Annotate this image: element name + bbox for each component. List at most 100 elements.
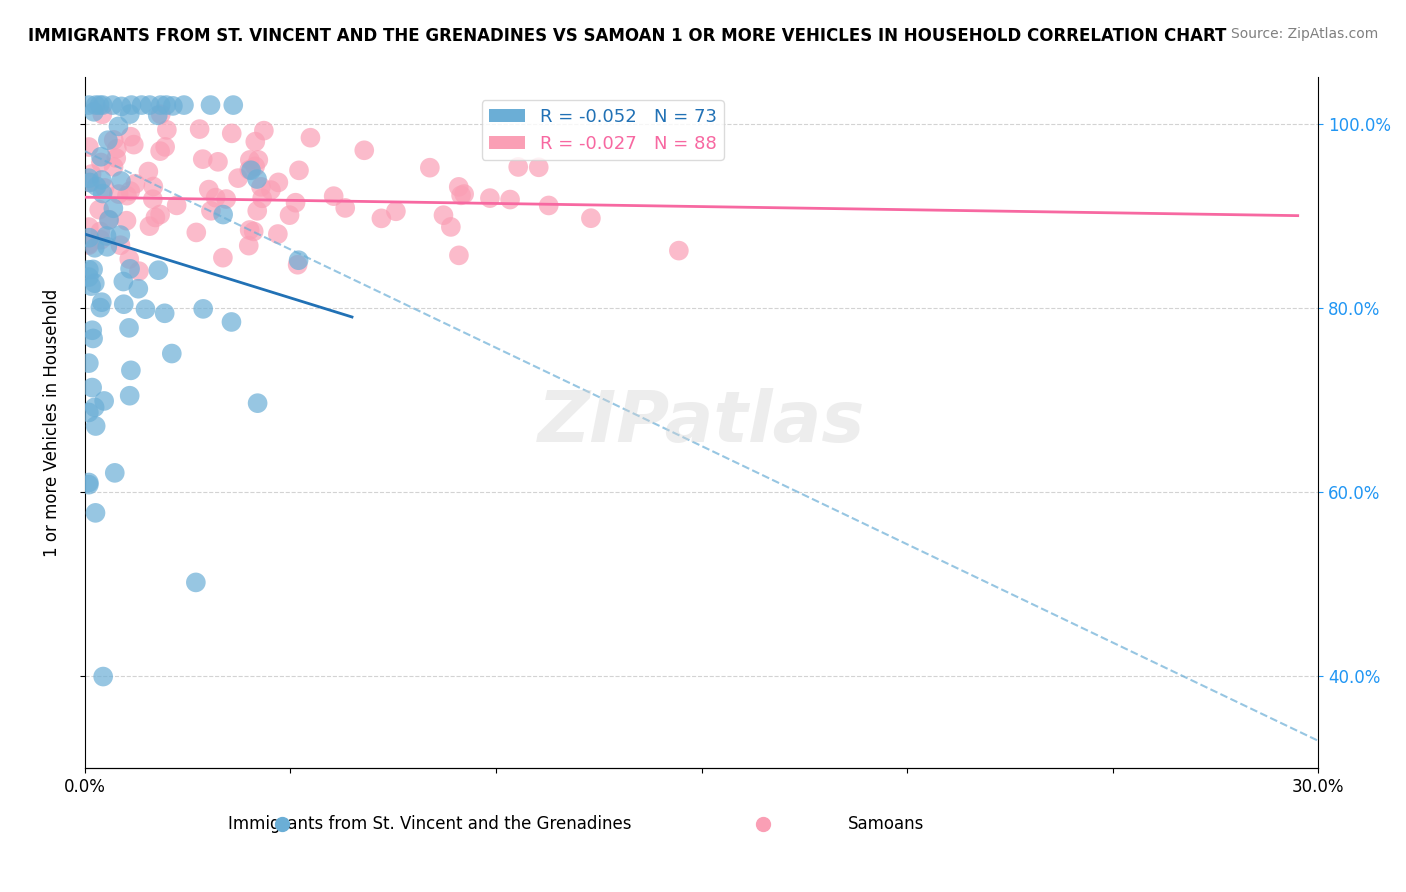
Point bbox=[77, 270, 100, 285]
Point bbox=[450, 188, 472, 202]
Point bbox=[508, 160, 530, 174]
Point bbox=[193, 301, 215, 316]
Point bbox=[90, 150, 112, 164]
Text: ZIPatlas: ZIPatlas bbox=[538, 388, 865, 458]
Point bbox=[153, 140, 176, 154]
Point bbox=[212, 208, 235, 222]
Point bbox=[107, 120, 129, 134]
Point bbox=[322, 189, 344, 203]
Point bbox=[77, 175, 100, 189]
Point bbox=[77, 220, 100, 235]
Point bbox=[120, 261, 142, 276]
Point bbox=[90, 173, 112, 187]
Point bbox=[90, 233, 112, 247]
Point bbox=[115, 188, 138, 202]
Point bbox=[83, 276, 105, 290]
Point bbox=[243, 159, 266, 173]
Point bbox=[149, 98, 172, 112]
Point bbox=[98, 212, 121, 227]
Point bbox=[149, 144, 172, 158]
Point bbox=[299, 130, 322, 145]
Point bbox=[80, 279, 103, 293]
Point bbox=[240, 163, 263, 178]
Point bbox=[204, 191, 226, 205]
Point bbox=[478, 191, 501, 205]
Point bbox=[284, 195, 307, 210]
Point bbox=[84, 506, 107, 520]
Point bbox=[668, 244, 690, 258]
Point bbox=[107, 187, 129, 202]
Point bbox=[110, 99, 132, 113]
Point bbox=[104, 466, 127, 480]
Y-axis label: 1 or more Vehicles in Household: 1 or more Vehicles in Household bbox=[44, 289, 60, 558]
Point bbox=[84, 98, 107, 112]
Point bbox=[278, 208, 301, 222]
Point bbox=[138, 98, 160, 112]
Text: Samoans: Samoans bbox=[848, 814, 925, 833]
Point bbox=[115, 213, 138, 227]
Legend: R = -0.052   N = 73, R = -0.027   N = 88: R = -0.052 N = 73, R = -0.027 N = 88 bbox=[482, 100, 724, 160]
Point bbox=[166, 198, 188, 212]
Point bbox=[191, 152, 214, 166]
Point bbox=[112, 275, 135, 289]
Text: Immigrants from St. Vincent and the Grenadines: Immigrants from St. Vincent and the Gren… bbox=[228, 814, 631, 833]
Point bbox=[447, 180, 470, 194]
Point bbox=[246, 172, 269, 186]
Point bbox=[162, 99, 184, 113]
Text: IMMIGRANTS FROM ST. VINCENT AND THE GRENADINES VS SAMOAN 1 OR MORE VEHICLES IN H: IMMIGRANTS FROM ST. VINCENT AND THE GREN… bbox=[28, 27, 1226, 45]
Point bbox=[499, 193, 522, 207]
Point bbox=[120, 184, 142, 198]
Point bbox=[537, 198, 560, 212]
Point bbox=[253, 123, 276, 137]
Point bbox=[118, 107, 141, 121]
Point bbox=[124, 177, 146, 191]
Point bbox=[160, 346, 183, 360]
Point bbox=[118, 389, 141, 403]
Point bbox=[118, 252, 141, 266]
Point bbox=[226, 171, 249, 186]
Point bbox=[96, 229, 118, 244]
Point bbox=[287, 253, 309, 268]
Point bbox=[79, 176, 101, 190]
Point bbox=[149, 207, 172, 221]
Point bbox=[250, 191, 273, 205]
Point bbox=[239, 223, 262, 237]
Point bbox=[138, 219, 160, 234]
Point bbox=[131, 98, 153, 112]
Point bbox=[579, 211, 602, 226]
Point bbox=[122, 137, 145, 152]
Point bbox=[105, 142, 128, 156]
Point bbox=[156, 123, 179, 137]
Point bbox=[221, 127, 243, 141]
Point bbox=[221, 315, 243, 329]
Point bbox=[103, 160, 125, 174]
Point bbox=[103, 133, 125, 147]
Point bbox=[453, 186, 475, 201]
Point bbox=[91, 107, 114, 121]
Point bbox=[247, 153, 270, 167]
Point bbox=[112, 297, 135, 311]
Point bbox=[246, 203, 269, 218]
Point bbox=[77, 238, 100, 252]
Point bbox=[83, 241, 105, 255]
Point bbox=[120, 129, 142, 144]
Point bbox=[335, 201, 357, 215]
Point bbox=[110, 174, 132, 188]
Point bbox=[98, 213, 121, 227]
Point bbox=[105, 151, 128, 165]
Point bbox=[353, 143, 375, 157]
Point bbox=[142, 179, 165, 194]
Point bbox=[82, 331, 104, 345]
Point bbox=[93, 181, 115, 195]
Point bbox=[110, 228, 132, 243]
Point bbox=[84, 419, 107, 434]
Point bbox=[212, 251, 235, 265]
Text: Source: ZipAtlas.com: Source: ZipAtlas.com bbox=[1230, 27, 1378, 41]
Point bbox=[89, 224, 111, 238]
Point bbox=[238, 162, 260, 177]
Point bbox=[79, 230, 101, 244]
Point bbox=[77, 171, 100, 186]
Point bbox=[432, 208, 454, 222]
Point bbox=[215, 192, 238, 206]
Point bbox=[145, 211, 167, 225]
